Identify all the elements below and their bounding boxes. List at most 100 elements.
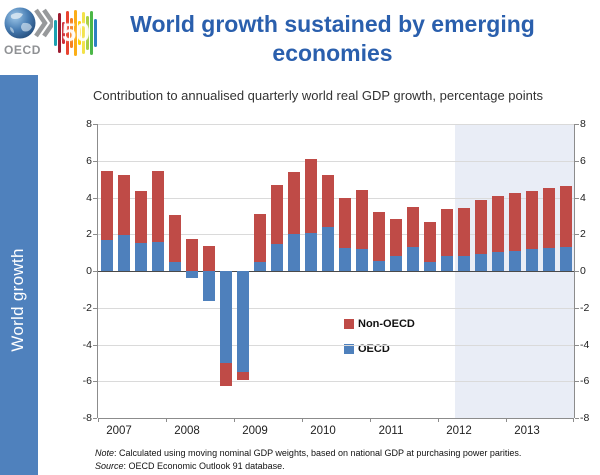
x-axis-year-label: 2009 xyxy=(242,425,268,437)
left-axis-tick xyxy=(93,307,97,309)
logo50-bar xyxy=(58,13,61,53)
bar-segment-oecd xyxy=(474,253,487,271)
bar-segment-oecd xyxy=(338,248,351,271)
y-axis-label-left: 6 xyxy=(86,154,92,167)
bar-segment-non-oecd xyxy=(185,238,198,271)
bar-segment-oecd xyxy=(270,244,283,271)
y-axis-label-left: -2 xyxy=(82,301,92,314)
bar-segment-oecd xyxy=(134,242,147,271)
chart-legend: Non-OECD OECD xyxy=(344,318,415,368)
bar-segment-oecd xyxy=(321,226,334,271)
bar-segment-oecd xyxy=(355,248,368,271)
bar-segment-non-oecd xyxy=(338,198,351,249)
right-axis-tick xyxy=(575,307,579,309)
globe-icon xyxy=(4,7,56,39)
bar-segment-non-oecd xyxy=(542,188,555,249)
y-axis-label-right: 6 xyxy=(580,154,586,167)
logo50-bar xyxy=(74,10,77,56)
right-axis-tick xyxy=(575,160,579,162)
bar-segment-non-oecd xyxy=(491,195,504,252)
legend-item-non-oecd: Non-OECD xyxy=(344,318,415,330)
bar-segment-non-oecd xyxy=(287,171,300,235)
x-axis-year-label: 2012 xyxy=(446,425,472,437)
bar-segment-oecd xyxy=(406,247,419,271)
x-axis-year-label: 2007 xyxy=(106,425,132,437)
bar-segment-non-oecd xyxy=(304,158,317,234)
x-axis-tick xyxy=(370,418,371,422)
y-axis-label-left: -6 xyxy=(82,375,92,388)
bar-segment-non-oecd xyxy=(236,372,249,381)
chart-subtitle: Contribution to annualised quarterly wor… xyxy=(93,88,543,103)
left-axis-tick xyxy=(93,160,97,162)
left-axis-tick xyxy=(93,234,97,236)
bar-segment-oecd xyxy=(253,261,266,271)
bar-segment-oecd xyxy=(117,235,130,271)
bar-segment-non-oecd xyxy=(372,212,385,261)
bar-segment-non-oecd xyxy=(423,222,436,262)
bar-segment-oecd xyxy=(100,239,113,271)
y-axis-label-right: -6 xyxy=(580,375,590,388)
right-axis-tick xyxy=(575,197,579,199)
footnote-source: Source: OECD Economic Outlook 91 databas… xyxy=(95,460,285,471)
left-axis-tick xyxy=(93,381,97,383)
x-axis-tick xyxy=(506,418,507,422)
y-axis-label-right: -8 xyxy=(580,412,590,424)
y-axis-label-right: 0 xyxy=(580,265,586,277)
oecd-swatch xyxy=(344,344,354,354)
bar-segment-oecd xyxy=(457,256,470,271)
bar-segment-oecd xyxy=(423,261,436,271)
bar-segment-non-oecd xyxy=(117,174,130,236)
bar-segment-non-oecd xyxy=(151,170,164,242)
bar-segment-non-oecd xyxy=(389,218,402,257)
y-axis-label-right: -4 xyxy=(580,338,590,351)
logo50-bar xyxy=(70,18,73,48)
bar-segment-non-oecd xyxy=(202,246,215,271)
bar-segment-oecd xyxy=(508,250,521,271)
y-axis-label-left: 4 xyxy=(86,191,92,204)
bar-segment-oecd xyxy=(372,260,385,271)
y-axis-label-left: -4 xyxy=(82,338,92,351)
y-axis-label-left: 2 xyxy=(86,228,92,241)
y-axis-label-right: -2 xyxy=(580,301,590,314)
x-axis-year-label: 2010 xyxy=(310,425,336,437)
oecd-50th-logo-text: 50 xyxy=(62,19,90,47)
bar-segment-oecd xyxy=(219,271,232,363)
x-axis-tick xyxy=(438,418,439,422)
logo50-bar xyxy=(62,22,65,44)
footnote: Note: Calculated using moving nominal GD… xyxy=(95,447,521,472)
x-axis-year-label: 2008 xyxy=(174,425,200,437)
section-sidebar: World growth xyxy=(0,75,38,475)
bar-segment-non-oecd xyxy=(321,174,334,227)
y-axis-label-left: -8 xyxy=(82,412,92,424)
bar-segment-non-oecd xyxy=(457,207,470,257)
gridline--8 xyxy=(98,418,574,419)
right-axis-tick xyxy=(575,344,579,346)
y-axis-label-left: 8 xyxy=(86,118,92,130)
logo50-bar xyxy=(66,11,69,55)
x-axis-tick xyxy=(98,418,99,422)
logo50-bar xyxy=(82,12,85,54)
y-axis-label-left: 0 xyxy=(86,265,92,277)
section-sidebar-label: World growth xyxy=(8,248,27,352)
bar-segment-non-oecd xyxy=(219,362,232,386)
bar-segment-oecd xyxy=(185,271,198,279)
bar-segment-oecd xyxy=(542,248,555,271)
right-axis-tick xyxy=(575,381,579,383)
bar-segment-non-oecd xyxy=(253,214,266,262)
footnote-note: Note: Calculated using moving nominal GD… xyxy=(95,448,522,458)
y-axis-label-right: 2 xyxy=(580,228,586,241)
bar-segment-non-oecd xyxy=(100,170,113,240)
left-axis-tick xyxy=(93,271,97,272)
gridline-8 xyxy=(98,124,574,125)
x-axis-tick xyxy=(302,418,303,422)
bar-segment-non-oecd xyxy=(525,191,538,249)
oecd-logo: OECD xyxy=(3,5,56,61)
oecd-logo-text: OECD xyxy=(4,43,42,57)
x-axis-year-label: 2013 xyxy=(514,425,540,437)
chevrons-icon xyxy=(34,8,56,38)
right-axis-tick xyxy=(575,271,579,272)
logo50-bar xyxy=(78,21,81,45)
y-axis-label-right: 8 xyxy=(580,118,586,130)
x-axis-tick xyxy=(573,418,574,422)
